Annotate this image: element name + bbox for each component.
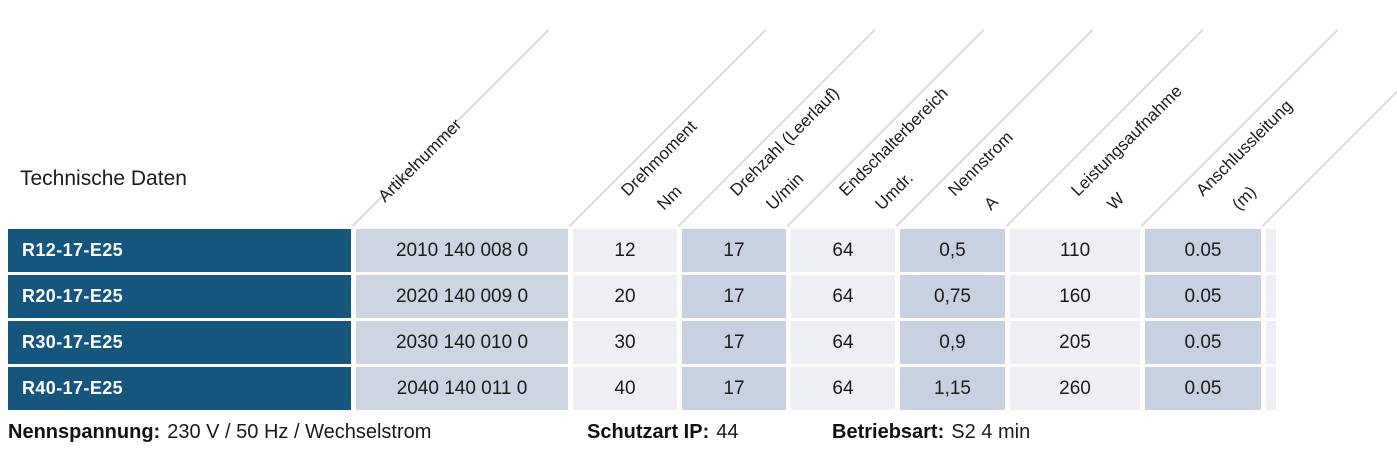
value-cell-nennstrom: 1,15	[900, 367, 1005, 410]
column-header-artikelnummer: Artikelnummer	[374, 114, 466, 206]
table-row: R40-17-E25 2040 140 011 0 40 17 64 1,15 …	[8, 367, 1276, 410]
artikelnummer-cell: 2020 140 009 0	[356, 275, 568, 318]
spec-value: 44	[716, 421, 739, 443]
spec-separator: :	[153, 421, 161, 443]
spec-value: S2 4 min	[951, 421, 1031, 443]
value-cell-drehmoment: 30	[573, 321, 677, 364]
value-cell-endschalterbereich: 64	[791, 367, 895, 410]
partial-column-sliver	[1266, 229, 1276, 272]
partial-column-sliver	[1266, 321, 1276, 364]
spec-schutzart: Schutzart IP: 44	[587, 421, 739, 444]
table-row: R30-17-E25 2030 140 010 0 30 17 64 0,9 2…	[8, 321, 1276, 364]
spec-separator: :	[937, 421, 945, 443]
value-cell-endschalterbereich: 64	[791, 275, 895, 318]
artikelnummer-cell: 2010 140 008 0	[356, 229, 568, 272]
value-cell-drehmoment: 12	[573, 229, 677, 272]
column-unit-leistungsaufnahme: W	[1103, 189, 1129, 214]
model-cell: R20-17-E25	[8, 275, 351, 318]
value-cell-leistungsaufnahme: 160	[1010, 275, 1140, 318]
column-header-leistungsaufnahme: Leistungsaufnahme	[1067, 81, 1186, 200]
partial-column-sliver	[1266, 275, 1276, 318]
value-cell-leistungsaufnahme: 260	[1010, 367, 1140, 410]
column-unit-drehmoment: Nm	[653, 181, 686, 214]
value-cell-nennstrom: 0,5	[900, 229, 1005, 272]
value-cell-endschalterbereich: 64	[791, 229, 895, 272]
value-cell-anschlussleitung: 0.05	[1145, 275, 1261, 318]
value-cell-drehzahl: 17	[682, 367, 786, 410]
column-unit-nennstrom: A	[980, 192, 1002, 214]
value-cell-anschlussleitung: 0.05	[1145, 229, 1261, 272]
model-cell: R12-17-E25	[8, 229, 351, 272]
spec-value: 230 V / 50 Hz / Wechselstrom	[167, 421, 432, 443]
column-unit-anschlussleitung: (m)	[1228, 182, 1260, 214]
column-header-nennstrom: Nennstrom	[944, 127, 1017, 200]
value-cell-leistungsaufnahme: 205	[1010, 321, 1140, 364]
value-cell-drehzahl: 17	[682, 229, 786, 272]
spec-label: Nennspannung	[8, 421, 154, 443]
value-cell-drehmoment: 20	[573, 275, 677, 318]
artikelnummer-cell: 2040 140 011 0	[356, 367, 568, 410]
table-row: R12-17-E25 2010 140 008 0 12 17 64 0,5 1…	[8, 229, 1276, 272]
column-header-drehmoment: Drehmoment	[617, 116, 701, 200]
value-cell-nennstrom: 0,75	[900, 275, 1005, 318]
page-title: Technische Daten	[20, 167, 187, 190]
artikelnummer-cell: 2030 140 010 0	[356, 321, 568, 364]
value-cell-anschlussleitung: 0.05	[1145, 321, 1261, 364]
value-cell-drehzahl: 17	[682, 321, 786, 364]
spec-label: Betriebsart	[832, 421, 938, 443]
column-separator-line	[895, 29, 1094, 227]
value-cell-leistungsaufnahme: 110	[1010, 229, 1140, 272]
spec-betriebsart: Betriebsart: S2 4 min	[832, 421, 1030, 444]
spec-label: Schutzart IP	[587, 421, 703, 443]
footer-specs: Nennspannung: 230 V / 50 Hz / Wechselstro…	[0, 421, 1397, 451]
value-cell-nennstrom: 0,9	[900, 321, 1005, 364]
table-body: R12-17-E25 2010 140 008 0 12 17 64 0,5 1…	[8, 229, 1276, 413]
value-cell-drehmoment: 40	[573, 367, 677, 410]
model-cell: R30-17-E25	[8, 321, 351, 364]
value-cell-anschlussleitung: 0.05	[1145, 367, 1261, 410]
partial-column-sliver	[1266, 367, 1276, 410]
spec-nennspannung: Nennspannung: 230 V / 50 Hz / Wechselstro…	[8, 421, 431, 444]
spec-separator: :	[702, 421, 710, 443]
value-cell-endschalterbereich: 64	[791, 321, 895, 364]
model-cell: R40-17-E25	[8, 367, 351, 410]
table-row: R20-17-E25 2020 140 009 0 20 17 64 0,75 …	[8, 275, 1276, 318]
value-cell-drehzahl: 17	[682, 275, 786, 318]
